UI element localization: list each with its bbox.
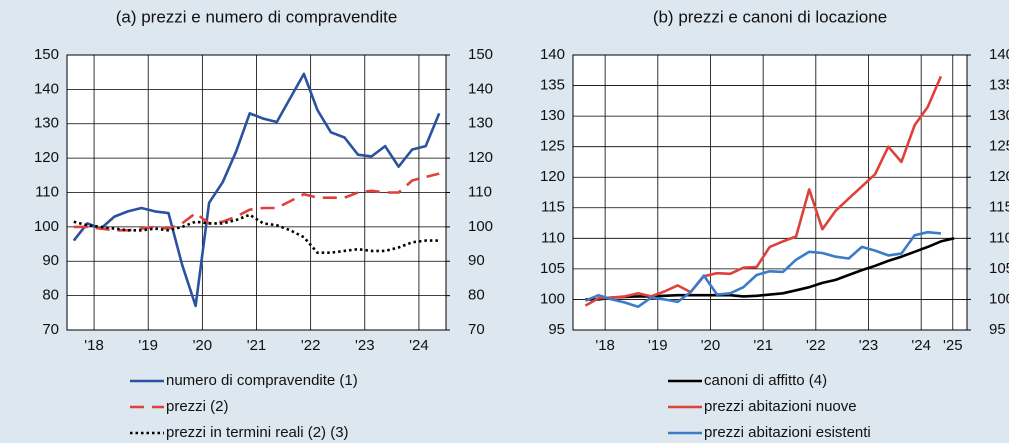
x-tick-label: '23 — [355, 337, 375, 354]
y2-tick-label: 105 — [989, 260, 1009, 277]
y-tick-label: 80 — [42, 287, 59, 304]
legend-label: numero di compravendite (1) — [166, 372, 358, 389]
y2-tick-label: 70 — [468, 321, 485, 338]
series-line — [73, 172, 440, 232]
x-tick-label: '19 — [138, 337, 158, 354]
y-tick-label: 115 — [541, 199, 565, 216]
x-tick-label: '20 — [193, 337, 213, 354]
y-tick-label: 120 — [540, 168, 565, 185]
y-tick-label: 105 — [540, 260, 565, 277]
y-tick-label: 130 — [34, 115, 59, 132]
y2-tick-label: 120 — [468, 149, 493, 166]
y-tick-label: 70 — [42, 321, 59, 338]
y-tick-label: 140 — [34, 80, 59, 97]
y-tick-label: 110 — [541, 229, 565, 246]
x-tick-label: '24 — [409, 337, 429, 354]
series-line — [584, 230, 942, 309]
legend-label: prezzi in termini reali (2) (3) — [166, 424, 349, 441]
y2-tick-label: 135 — [989, 77, 1009, 94]
series-line — [584, 75, 943, 307]
series-line — [73, 213, 440, 254]
y-tick-label: 95 — [548, 321, 565, 338]
y-tick-label: 120 — [34, 149, 59, 166]
x-tick-label: '21 — [753, 337, 773, 354]
plot-area — [572, 54, 968, 331]
x-tick-label: '18 — [84, 337, 104, 354]
x-tick-label: '24 — [911, 337, 931, 354]
y2-tick-label: 130 — [468, 115, 493, 132]
y2-tick-label: 120 — [989, 168, 1009, 185]
x-tick-label: '21 — [247, 337, 267, 354]
y-tick-label: 130 — [540, 107, 565, 124]
y2-tick-label: 100 — [989, 290, 1009, 307]
y-tick-label: 135 — [540, 77, 565, 94]
y2-tick-label: 130 — [989, 107, 1009, 124]
y2-tick-label: 140 — [468, 80, 493, 97]
y-tick-label: 100 — [540, 290, 565, 307]
legend-label: canoni di affitto (4) — [704, 372, 827, 389]
chart-title: (a) prezzi e numero di compravendite — [116, 7, 398, 26]
x-tick-label: '20 — [701, 337, 721, 354]
y2-tick-label: 100 — [468, 218, 493, 235]
chart-title: (b) prezzi e canoni di locazione — [653, 7, 887, 26]
y2-tick-label: 125 — [989, 138, 1009, 155]
legend-label: prezzi (2) — [166, 398, 229, 415]
y-tick-label: 110 — [35, 183, 59, 200]
y2-tick-label: 110 — [989, 229, 1009, 246]
y-tick-label: 140 — [540, 46, 565, 63]
series-line — [72, 72, 441, 308]
x-tick-label: '23 — [859, 337, 879, 354]
x-tick-label: '25 — [943, 337, 963, 354]
y-tick-label: 90 — [42, 252, 59, 269]
y2-tick-label: 110 — [468, 183, 492, 200]
y2-tick-label: 140 — [989, 46, 1009, 63]
y2-tick-label: 80 — [468, 287, 485, 304]
y2-tick-label: 90 — [468, 252, 485, 269]
legend-label: prezzi abitazioni nuove — [704, 398, 857, 415]
y-tick-label: 100 — [34, 218, 59, 235]
x-tick-label: '22 — [806, 337, 826, 354]
y2-tick-label: 115 — [989, 199, 1009, 216]
legend-label: prezzi abitazioni esistenti — [704, 424, 871, 441]
y2-tick-label: 95 — [989, 321, 1006, 338]
x-tick-label: '19 — [648, 337, 668, 354]
y-tick-label: 150 — [34, 46, 59, 63]
x-tick-label: '18 — [595, 337, 615, 354]
x-tick-label: '22 — [301, 337, 321, 354]
y2-tick-label: 150 — [468, 46, 493, 63]
y-tick-label: 125 — [540, 138, 565, 155]
